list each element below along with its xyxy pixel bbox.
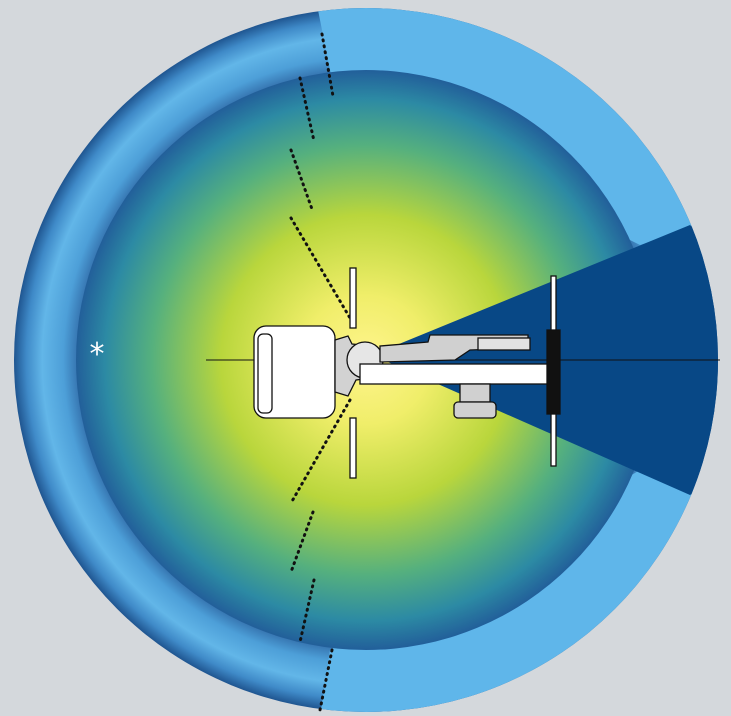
front-wheel-top: [349, 267, 357, 329]
rear-axle-block: [459, 383, 491, 403]
machine-cab-window: [257, 333, 273, 414]
boom-head: [477, 337, 531, 351]
asterisk-marker: *: [89, 337, 105, 372]
implement-support-top: [550, 275, 557, 331]
front-implement: [546, 329, 561, 415]
machine-top-view: [253, 267, 561, 479]
implement-support-bottom: [550, 413, 557, 467]
dotted-boundary-lower: [289, 398, 352, 712]
dotted-boundary-upper: [289, 32, 352, 320]
boom-arm: [359, 363, 551, 385]
rear-wheel-left: [453, 401, 497, 419]
front-wheel-bottom: [349, 417, 357, 479]
